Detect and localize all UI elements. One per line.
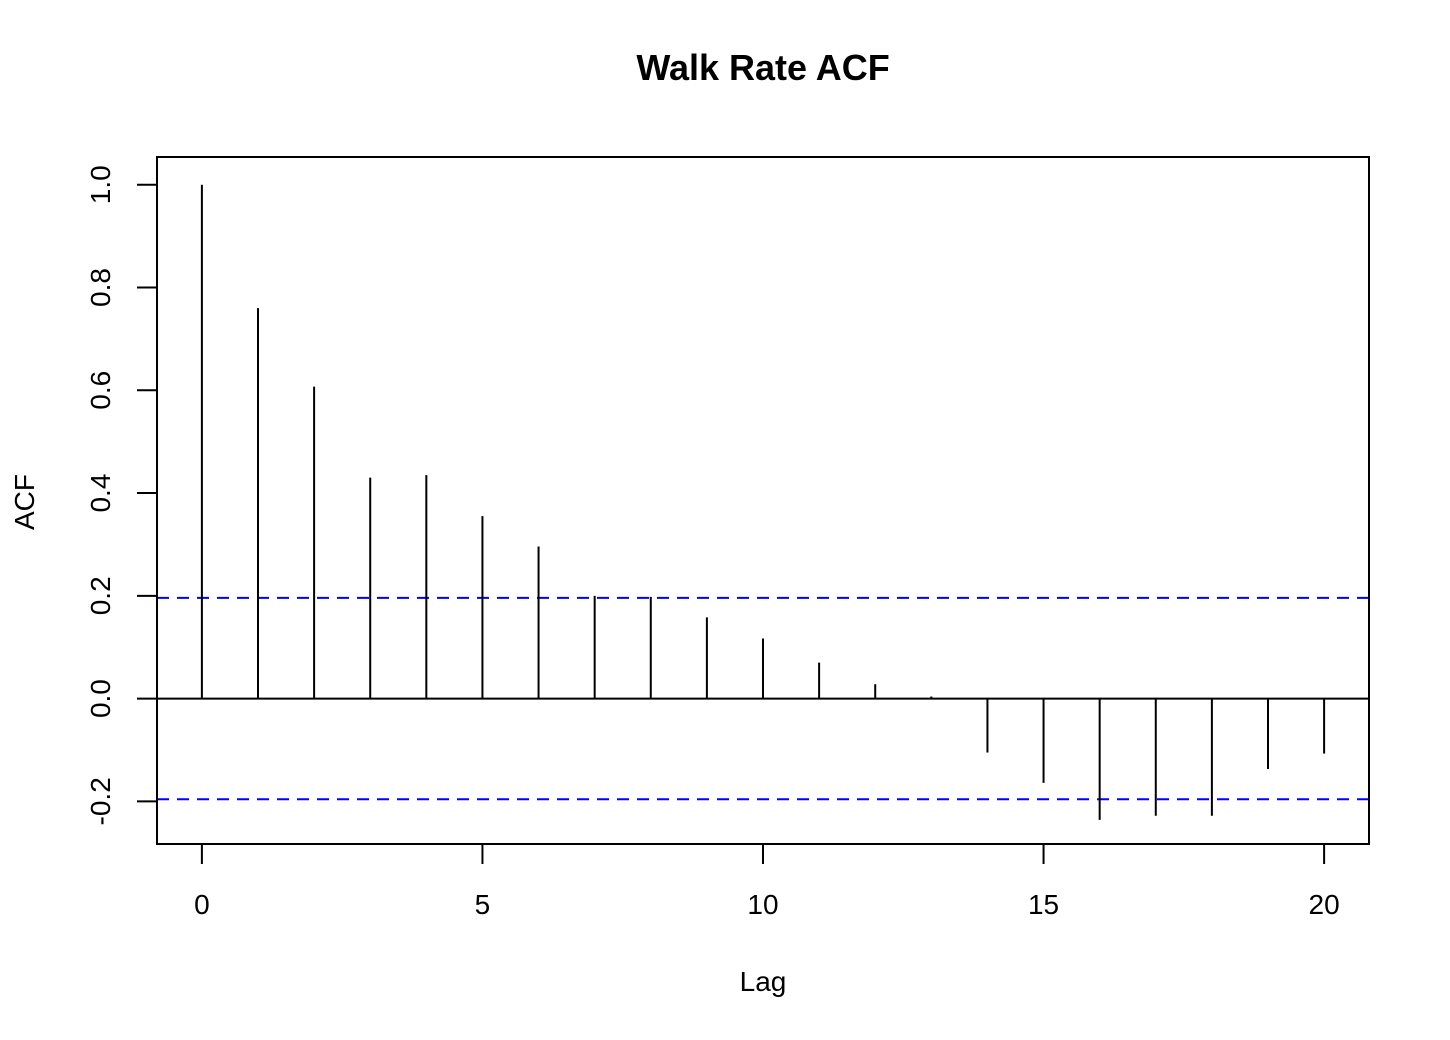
y-axis-label: ACF [9, 474, 40, 530]
plot-frame [157, 157, 1369, 844]
acf-bars [202, 185, 1324, 820]
y-tick-label: -0.2 [85, 777, 116, 825]
y-tick-label: 0.8 [85, 268, 116, 307]
x-tick-label: 5 [475, 889, 491, 920]
chart-title: Walk Rate ACF [636, 47, 889, 88]
y-axis: -0.2 0.0 0.2 0.4 0.6 0.8 1.0 [85, 165, 157, 825]
x-tick-label: 20 [1309, 889, 1340, 920]
x-tick-label: 0 [194, 889, 210, 920]
x-axis-label: Lag [740, 966, 787, 997]
x-tick-label: 10 [747, 889, 778, 920]
y-tick-label: 1.0 [85, 165, 116, 204]
y-tick-label: 0.6 [85, 371, 116, 410]
y-tick-label: 0.2 [85, 576, 116, 615]
y-tick-label: 0.4 [85, 474, 116, 513]
x-axis: 0 5 10 15 20 [194, 844, 1340, 920]
y-tick-label: 0.0 [85, 679, 116, 718]
x-tick-label: 15 [1028, 889, 1059, 920]
